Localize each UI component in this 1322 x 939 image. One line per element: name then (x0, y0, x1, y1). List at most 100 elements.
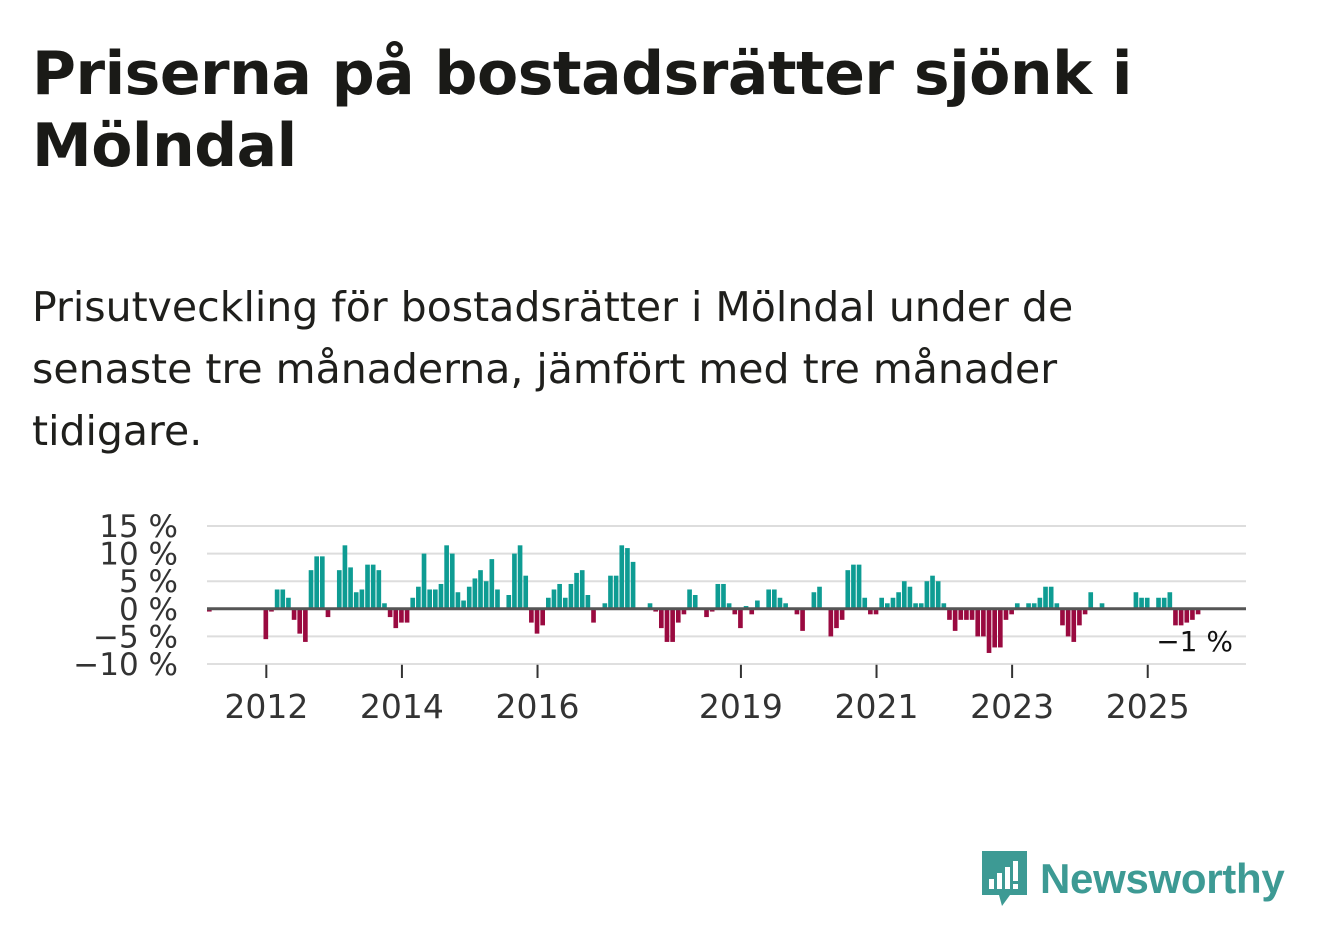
bar (1184, 608, 1190, 623)
x-tick-label: 2025 (1106, 687, 1190, 726)
bar (1065, 608, 1071, 637)
bar (1003, 608, 1009, 620)
bar (885, 603, 890, 609)
bar (286, 597, 291, 609)
bar (546, 597, 551, 609)
bar (766, 589, 771, 609)
y-axis: 15 %10 %5 %0 %−5 %−10 % (73, 509, 178, 683)
bar (1173, 608, 1178, 626)
bar (947, 608, 952, 620)
bar (986, 608, 992, 653)
bar (387, 608, 393, 618)
y-tick-label: 10 % (99, 537, 178, 573)
bar (472, 578, 478, 609)
bar (783, 603, 788, 609)
bar (935, 581, 941, 609)
bar (1099, 603, 1105, 609)
bar (591, 608, 596, 623)
bar (365, 564, 370, 609)
bar (433, 589, 438, 609)
bar (659, 608, 664, 629)
bar (1178, 608, 1184, 626)
bar (1037, 597, 1043, 609)
bar (1009, 608, 1014, 615)
bar (817, 586, 822, 609)
bar (478, 570, 483, 609)
bar (1082, 608, 1088, 615)
bar (1014, 603, 1020, 609)
bar (297, 608, 303, 634)
bar (359, 589, 365, 609)
bar (868, 608, 873, 615)
bar (924, 581, 930, 609)
bar (382, 603, 387, 609)
bar (325, 608, 331, 618)
bar (1144, 597, 1150, 609)
bar (483, 581, 489, 609)
bar (280, 589, 286, 609)
bar (975, 608, 981, 637)
bar (1161, 597, 1167, 609)
chart-subtitle: Prisutveckling för bostadsrätter i Mölnd… (32, 283, 1074, 455)
bar (681, 608, 687, 615)
bar (523, 575, 529, 609)
bar (1088, 592, 1094, 609)
bar (828, 608, 834, 637)
bar (998, 608, 1003, 648)
bar (489, 559, 495, 609)
bar (336, 570, 342, 609)
bar (393, 608, 399, 629)
bar (941, 603, 947, 609)
bar (602, 603, 608, 609)
bar (811, 592, 817, 609)
bar (1190, 608, 1195, 620)
bar (529, 608, 534, 623)
bar (466, 586, 472, 609)
bar (517, 545, 523, 609)
bar (404, 608, 410, 623)
bar (907, 586, 913, 609)
bar (687, 589, 692, 609)
bar (1048, 586, 1054, 609)
bar (1167, 592, 1173, 609)
bar (342, 545, 348, 609)
bar (461, 600, 466, 609)
bar (918, 603, 924, 609)
bar (495, 589, 500, 609)
bar (845, 570, 851, 609)
bar (557, 583, 562, 609)
bar (772, 589, 777, 609)
bar (506, 595, 512, 609)
bar (862, 597, 868, 609)
bar (421, 553, 427, 609)
bar (670, 608, 675, 642)
annotations: −1 % (1156, 625, 1233, 658)
bar (619, 545, 625, 609)
bar (738, 608, 743, 629)
bar (1043, 586, 1048, 609)
bar (455, 592, 461, 609)
bar (613, 575, 619, 609)
y-tick-label: −10 % (73, 647, 178, 683)
bar (263, 608, 269, 640)
bar (800, 608, 805, 631)
bar (399, 608, 404, 623)
bar (1195, 608, 1201, 615)
bar (873, 608, 879, 615)
bar (438, 583, 444, 609)
bar (664, 608, 670, 642)
bar (444, 545, 449, 609)
bar (1054, 603, 1060, 609)
bar (856, 564, 862, 609)
x-tick-label: 2021 (835, 687, 919, 726)
bar (834, 608, 839, 629)
bar (952, 608, 958, 631)
bar (715, 583, 721, 609)
bar (320, 556, 325, 609)
brand-name: Newsworthy (1040, 855, 1285, 902)
bar (1133, 592, 1139, 609)
newsworthy-chart-icon (982, 851, 1027, 906)
bar (370, 564, 376, 609)
bar (647, 603, 653, 609)
bar (1156, 597, 1161, 609)
